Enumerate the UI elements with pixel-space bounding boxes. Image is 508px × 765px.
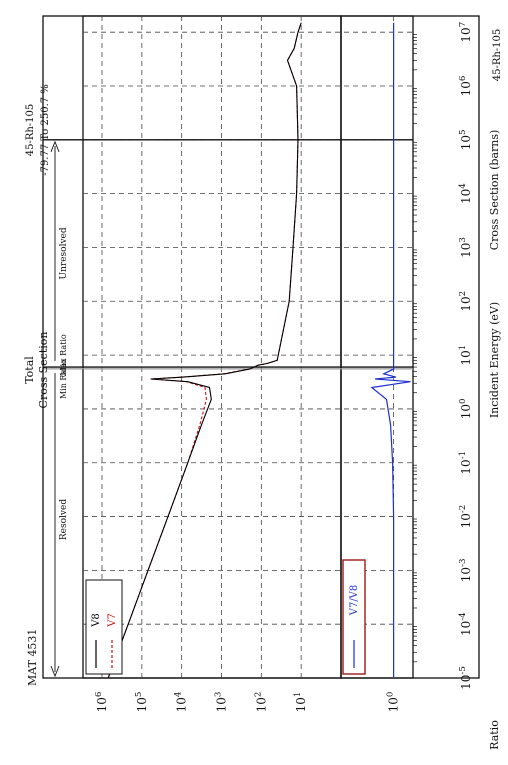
ratio-legend-label: V7/V8 — [349, 585, 360, 617]
y-tick-label: 106 — [94, 692, 109, 713]
resolved-arrow-head — [50, 665, 60, 678]
x-axis-label: Incident Energy (eV) — [488, 302, 501, 418]
series-line-v8 — [107, 22, 302, 679]
cross-section-plot-area — [82, 15, 342, 679]
x-tick-label: 104 — [458, 183, 473, 204]
ticks-layer: 10-5 10-4 10-3 10-2 10-1 100 101 102 103 104 105 10… — [94, 22, 473, 713]
x-tick-label: 105 — [458, 129, 473, 150]
x-tick-label: 102 — [458, 291, 473, 312]
unresolved-label: Unresolved — [59, 227, 69, 279]
ratio-legend-box — [342, 559, 366, 675]
unresolved-arrow-head — [50, 140, 60, 153]
x-tick-label: 101 — [458, 345, 473, 366]
y-tick-label: 103 — [214, 692, 229, 713]
max-ratio-label: Max Ratio — [59, 334, 68, 376]
header-left: MAT 4531 — [26, 629, 39, 686]
legend-box — [85, 579, 123, 675]
chart-title-line1: Total — [23, 356, 36, 384]
x-tick-label: 10-2 — [458, 505, 473, 529]
x-tick-label: 100 — [458, 399, 473, 420]
x-tick-label: 10-4 — [458, 612, 473, 636]
x-tick-label: 107 — [458, 22, 473, 43]
x-tick-label: 10-3 — [458, 559, 473, 583]
min-ratio-label: Min Ratio — [59, 359, 68, 399]
legend-label-v7: V7 — [107, 613, 118, 628]
x-tick-label: 10-1 — [458, 451, 473, 475]
y-axis-label: Cross Section (barns) — [488, 130, 501, 251]
footer-right: 45-Rh-105 — [492, 29, 503, 82]
resolved-label: Resolved — [59, 499, 69, 540]
x-tick-label: 106 — [458, 76, 473, 97]
legend-layer: V8 V7 V7/V8 — [85, 559, 366, 675]
y-tick-label: 105 — [134, 692, 149, 713]
chart-title-line2: Cross Section — [37, 332, 50, 409]
x-tick-label: 10-5 — [458, 666, 473, 690]
series-line-v7 — [107, 22, 302, 679]
series-line-ratio — [370, 22, 411, 678]
series-layer — [107, 22, 411, 679]
x-tick-label: 103 — [458, 237, 473, 258]
legend-label-v8: V8 — [91, 613, 102, 628]
ratio-tick-label: 100 — [386, 692, 401, 713]
ratio-axis-label: Ratio — [488, 720, 501, 750]
y-tick-label: 102 — [253, 692, 268, 713]
header-right-sub: -79.77 To 250.7 % — [40, 84, 51, 176]
y-tick-label: 104 — [174, 691, 189, 712]
y-tick-label: 101 — [293, 692, 308, 713]
header-right: 45-Rh-105 — [25, 104, 36, 157]
